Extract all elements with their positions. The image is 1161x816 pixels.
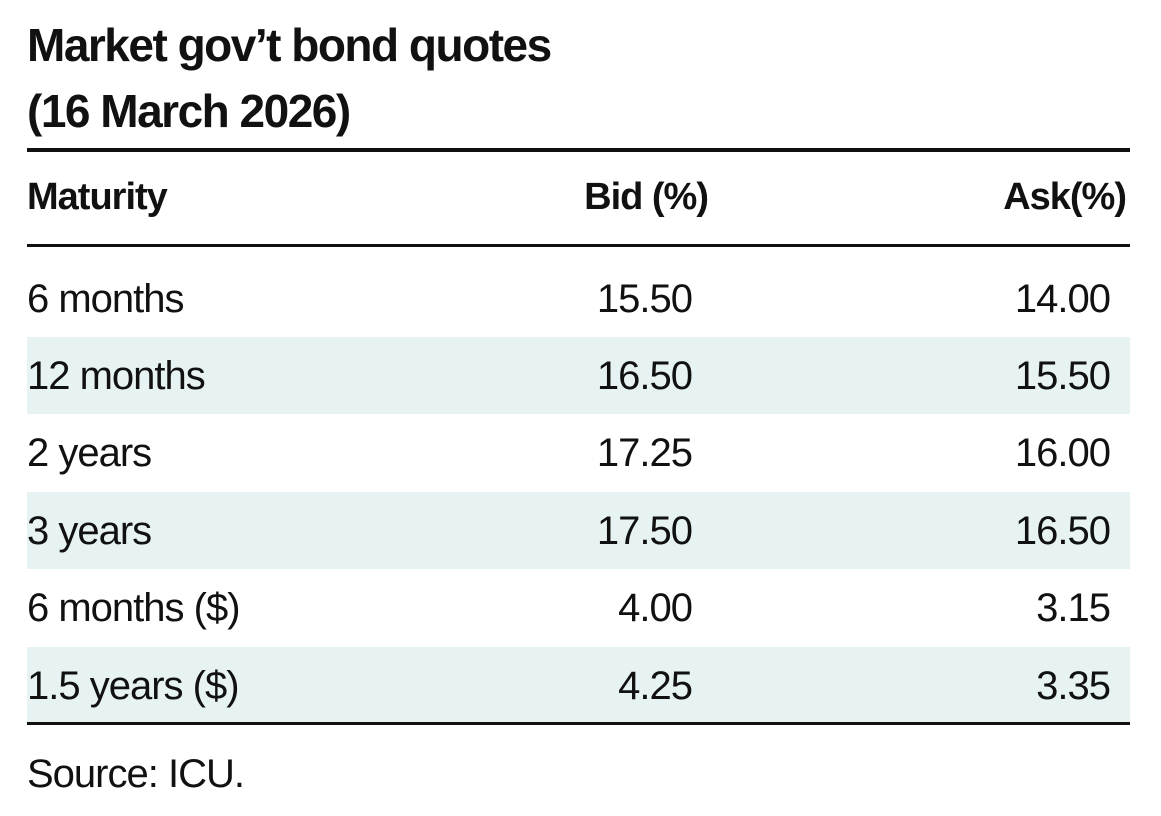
table-row: 3 years 17.50 16.50 bbox=[27, 492, 1130, 570]
table-cell: 4.25 bbox=[618, 663, 693, 708]
table-cell: 3.15 bbox=[1036, 586, 1111, 631]
bottom-rule bbox=[27, 722, 1130, 725]
table-cell: 16.50 bbox=[1014, 508, 1111, 553]
table-cell: 16.50 bbox=[596, 353, 693, 398]
table-cell: 6 months bbox=[27, 276, 185, 321]
table-row: 12 months 16.50 15.50 bbox=[27, 337, 1130, 415]
table-row: 6 months 15.50 14.00 bbox=[27, 260, 1130, 337]
column-header: Bid (%) bbox=[584, 176, 709, 218]
header-rule bbox=[27, 244, 1130, 247]
title-line: Market gov’t bond quotes bbox=[27, 19, 552, 71]
table-cell: 14.00 bbox=[1014, 276, 1111, 321]
column-header: Ask(%) bbox=[1003, 176, 1127, 218]
table-cell: 15.50 bbox=[596, 276, 693, 321]
source-note: Source: ICU. bbox=[27, 752, 245, 796]
table-row: 2 years 17.25 16.00 bbox=[27, 415, 1130, 492]
column-header: Maturity bbox=[27, 176, 168, 218]
table-cell: 16.00 bbox=[1014, 431, 1111, 476]
table-row: 6 months ($) 4.00 3.15 bbox=[27, 570, 1130, 647]
table-cell: 2 years bbox=[27, 431, 152, 476]
title-line: (16 March 2026) bbox=[27, 85, 351, 137]
table-cell: 17.25 bbox=[596, 431, 693, 476]
table-row: 1.5 years ($) 4.25 3.35 bbox=[27, 647, 1130, 724]
table-cell: 12 months bbox=[27, 353, 206, 398]
table-cell: 3 years bbox=[27, 508, 152, 553]
table-cell: 4.00 bbox=[618, 586, 693, 631]
table-cell: 3.35 bbox=[1036, 663, 1111, 708]
top-rule bbox=[27, 148, 1130, 152]
table-cell: 15.50 bbox=[1014, 353, 1111, 398]
table-cell: 6 months ($) bbox=[27, 586, 241, 631]
table-cell: 17.50 bbox=[596, 508, 693, 553]
table-cell: 1.5 years ($) bbox=[27, 663, 240, 708]
